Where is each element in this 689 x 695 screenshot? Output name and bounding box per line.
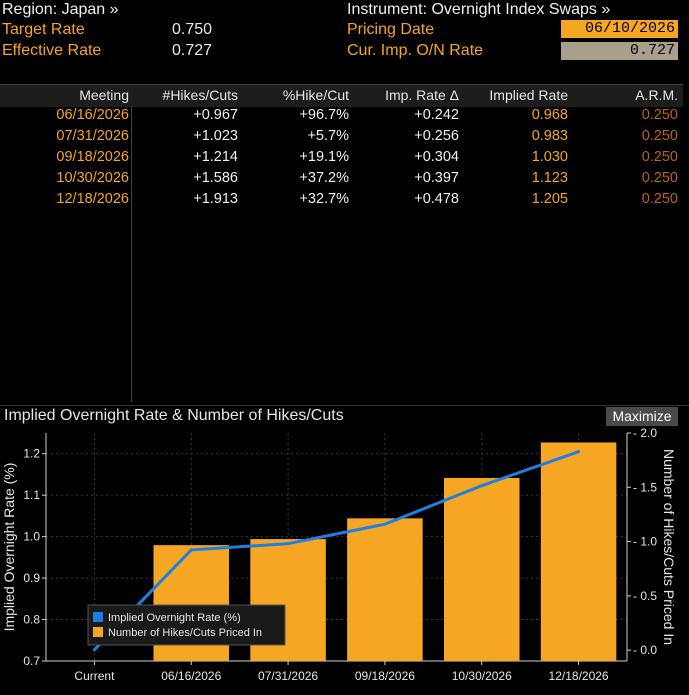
- implied-rate-line: [93, 450, 580, 651]
- y2-axis-label: Number of Hikes/Cuts Priced In: [661, 449, 677, 645]
- y-tick-label: 1.0: [23, 530, 40, 544]
- pricing-date-input[interactable]: 06/10/2026: [561, 20, 678, 38]
- cell-pct-hike-cut: +5.7%: [307, 128, 349, 144]
- cell-hikes-cuts: +0.967: [193, 107, 238, 123]
- legend-box: [87, 604, 286, 646]
- y2-tick-label: - 0.5: [633, 589, 657, 603]
- col-implied-rate[interactable]: Implied Rate: [489, 87, 568, 103]
- instrument-link[interactable]: Instrument: Overnight Index Swaps »: [347, 1, 611, 18]
- legend-swatch: [93, 627, 103, 637]
- y-axis-label: Implied Overnight Rate (%): [1, 463, 17, 632]
- cell-pct-hike-cut: +32.7%: [299, 191, 349, 207]
- y-tick-label: 1.1: [23, 488, 40, 502]
- meetings-table: Meeting #Hikes/Cuts %Hike/Cut Imp. Rate …: [0, 84, 689, 402]
- y-tick-label: 1.2: [23, 447, 40, 461]
- col-meeting[interactable]: Meeting: [79, 87, 129, 103]
- implied-rate-point: [383, 522, 387, 526]
- col-hikes-cuts[interactable]: #Hikes/Cuts: [162, 87, 238, 103]
- x-tick-label: 06/16/2026: [161, 669, 221, 683]
- cell-meeting-date: 09/18/2026: [56, 149, 129, 165]
- table-row[interactable]: 10/30/2026 +1.586 +37.2% +0.397 1.123 0.250: [0, 169, 683, 190]
- legend-label: Implied Overnight Rate (%): [108, 612, 241, 624]
- cell-implied-rate: 1.205: [531, 191, 568, 207]
- y2-tick-label: - 1.5: [633, 480, 657, 494]
- table-row[interactable]: 09/18/2026 +1.214 +19.1% +0.304 1.030 0.250: [0, 148, 683, 169]
- maximize-button[interactable]: Maximize: [606, 407, 678, 426]
- legend-swatch: [93, 612, 103, 622]
- cell-meeting-date: 12/18/2026: [56, 191, 129, 207]
- y-tick-label: 0.7: [23, 654, 40, 668]
- legend-label: Number of Hikes/Cuts Priced In: [108, 627, 262, 639]
- cell-hikes-cuts: +1.586: [193, 170, 238, 186]
- cell-meeting-date: 07/31/2026: [56, 128, 129, 144]
- col-imp-rate-delta[interactable]: Imp. Rate Δ: [385, 87, 459, 103]
- cell-hikes-cuts: +1.023: [193, 128, 238, 144]
- implied-rate-point: [577, 450, 581, 454]
- cell-implied-rate: 1.030: [531, 149, 568, 165]
- y2-tick-label: - 2.0: [633, 427, 657, 440]
- implied-rate-point: [92, 648, 96, 652]
- implied-rate-point: [480, 484, 484, 488]
- table-row[interactable]: 07/31/2026 +1.023 +5.7% +0.256 0.983 0.250: [0, 127, 683, 148]
- bar-12/18/2026: [540, 442, 617, 661]
- cur-imp-rate-field[interactable]: 0.727: [561, 42, 678, 60]
- cell-arm: 0.250: [641, 149, 678, 165]
- cell-meeting-date: 06/16/2026: [56, 107, 129, 123]
- bar-09/18/2026: [347, 518, 423, 661]
- y2-tick-label: - 0.0: [633, 643, 657, 657]
- cell-pct-hike-cut: +19.1%: [299, 149, 349, 165]
- col-pct-hike-cut[interactable]: %Hike/Cut: [282, 87, 349, 103]
- cell-imp-rate-delta: +0.242: [414, 107, 459, 123]
- x-tick-label: 09/18/2026: [355, 669, 415, 683]
- bar-10/30/2026: [443, 477, 520, 661]
- implied-rate-point: [189, 548, 193, 552]
- cell-pct-hike-cut: +37.2%: [299, 170, 349, 186]
- cell-imp-rate-delta: +0.304: [414, 149, 459, 165]
- implied-rate-point: [286, 542, 290, 546]
- table-row[interactable]: 12/18/2026 +1.913 +32.7% +0.478 1.205 0.250: [0, 190, 683, 211]
- cell-implied-rate: 1.123: [531, 170, 568, 186]
- cell-arm: 0.250: [641, 128, 678, 144]
- region-link[interactable]: Region: Japan »: [2, 1, 119, 18]
- target-rate-value: 0.750: [172, 21, 213, 38]
- table-header: Meeting #Hikes/Cuts %Hike/Cut Imp. Rate …: [0, 84, 683, 107]
- cell-meeting-date: 10/30/2026: [56, 170, 129, 186]
- cur-imp-rate-label: Cur. Imp. O/N Rate: [347, 42, 484, 59]
- table-divider: [131, 106, 132, 402]
- effective-rate-value: 0.727: [172, 42, 213, 59]
- y-tick-label: 0.8: [23, 613, 40, 627]
- cell-imp-rate-delta: +0.478: [414, 191, 459, 207]
- cell-implied-rate: 0.968: [531, 107, 568, 123]
- x-tick-label: 12/18/2026: [549, 669, 609, 683]
- chart: 0.7 0.8 0.9 1.0 1.1 1.2 - 0.0 - 0.5 - 1.0 - 1.5 - …: [1, 427, 677, 683]
- col-arm[interactable]: A.R.M.: [635, 87, 678, 103]
- cell-imp-rate-delta: +0.256: [414, 128, 459, 144]
- cell-arm: 0.250: [641, 191, 678, 207]
- y-tick-label: 0.9: [23, 571, 40, 585]
- cell-implied-rate: 0.983: [531, 128, 568, 144]
- x-tick-label: 07/31/2026: [258, 669, 318, 683]
- table-row[interactable]: 06/16/2026 +0.967 +96.7% +0.242 0.968 0.250: [0, 106, 683, 127]
- chart-title: Implied Overnight Rate & Number of Hikes…: [4, 407, 344, 424]
- pricing-date-label: Pricing Date: [347, 21, 435, 38]
- target-rate-label: Target Rate: [2, 21, 85, 38]
- x-tick-label: Current: [74, 669, 115, 683]
- cell-hikes-cuts: +1.913: [193, 191, 238, 207]
- y2-tick-label: - 1.0: [633, 535, 657, 549]
- x-tick-label: 10/30/2026: [452, 669, 512, 683]
- cell-pct-hike-cut: +96.7%: [299, 107, 349, 123]
- cell-hikes-cuts: +1.214: [193, 149, 238, 165]
- effective-rate-label: Effective Rate: [2, 42, 102, 59]
- cell-imp-rate-delta: +0.397: [414, 170, 459, 186]
- chart-title-bar: Implied Overnight Rate & Number of Hikes…: [0, 405, 689, 428]
- cell-arm: 0.250: [641, 107, 678, 123]
- cell-arm: 0.250: [641, 170, 678, 186]
